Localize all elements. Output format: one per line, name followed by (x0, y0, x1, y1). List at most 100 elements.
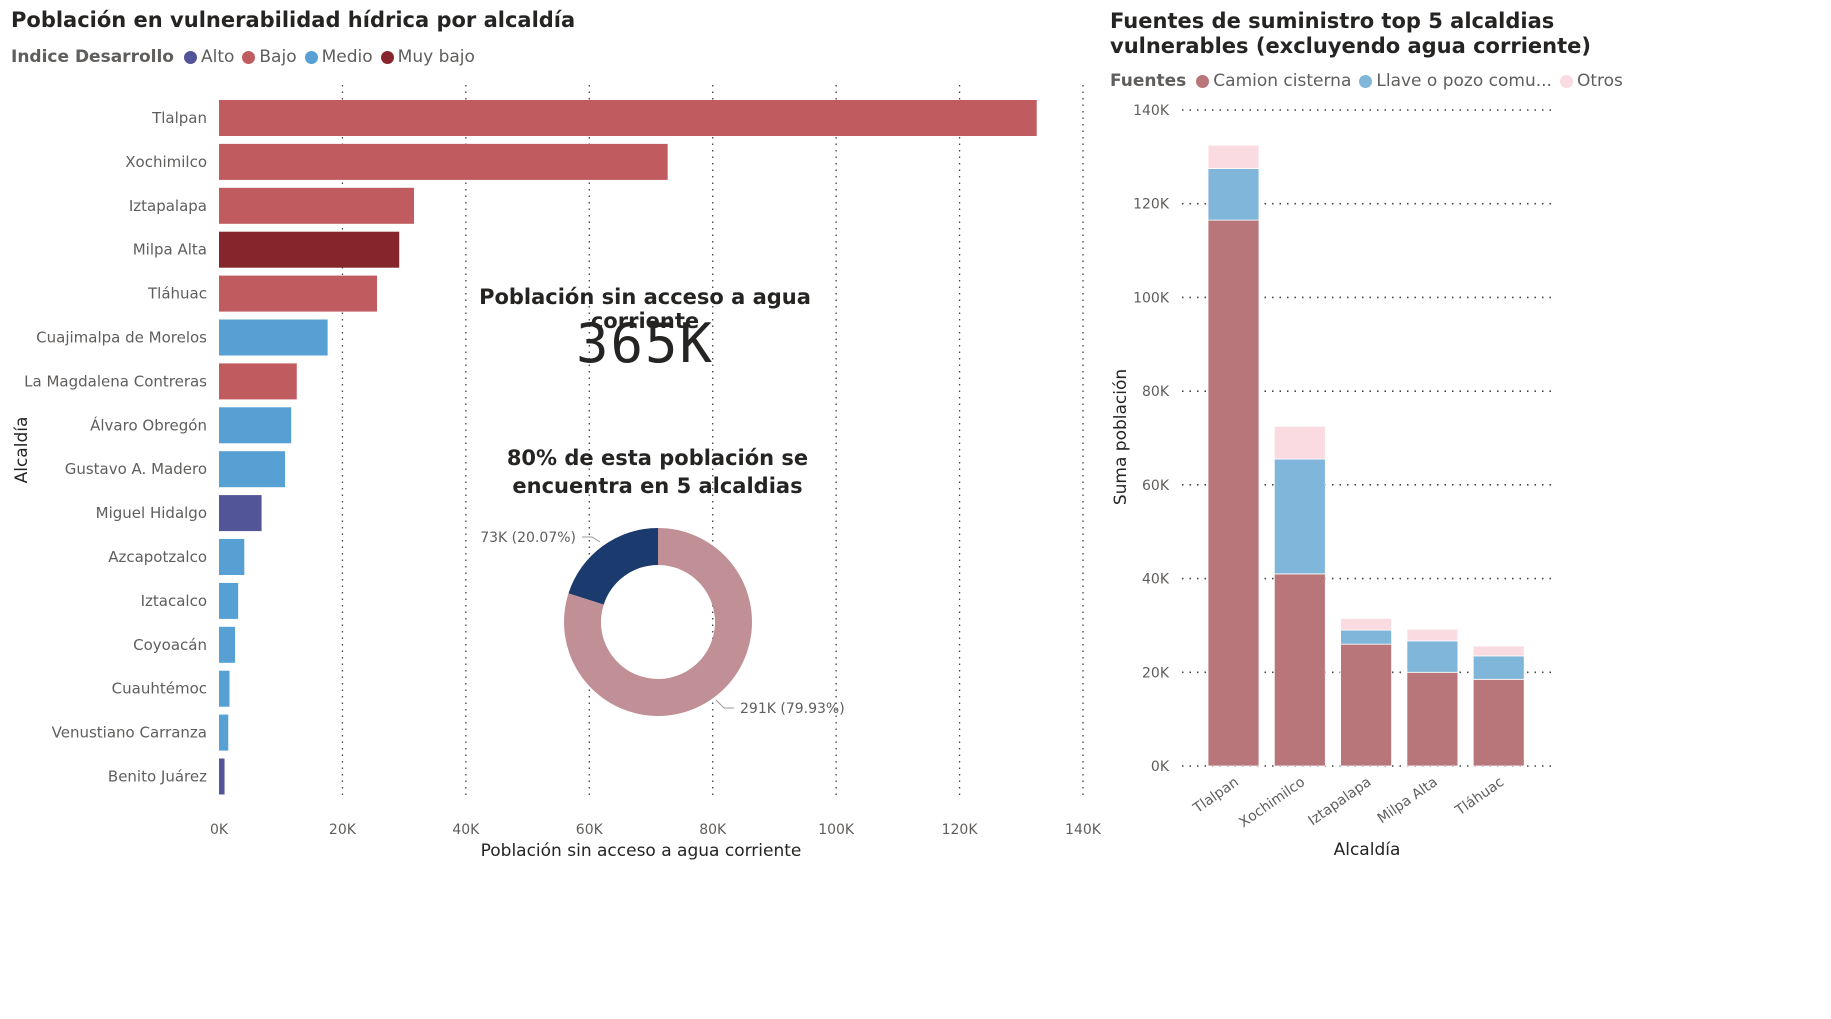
donut-chart: 73K (20.07%) 291K (79.93%) (480, 528, 845, 717)
stacked-segment[interactable] (1340, 618, 1393, 631)
bar[interactable] (219, 143, 668, 180)
bar-legend-label: Medio (321, 47, 373, 67)
category-label: Álvaro Obregón (90, 415, 207, 434)
bar-legend-item[interactable]: Muy bajo (380, 47, 475, 67)
category-label: Coyoacán (133, 636, 207, 654)
bar-legend-label: Bajo (259, 47, 297, 67)
legend-dot-icon (242, 50, 256, 64)
y-tick-label: 80K (1142, 384, 1170, 400)
bar[interactable] (219, 275, 377, 312)
category-label: Miguel Hidalgo (96, 504, 207, 522)
bar[interactable] (219, 714, 229, 751)
y-axis-title: Alcaldía (12, 417, 32, 484)
stack-legend-item[interactable]: Otros (1559, 71, 1623, 91)
x-tick-label: 140K (1065, 822, 1102, 838)
x-axis-title: Población sin acceso a agua corriente (481, 841, 802, 861)
y-tick-label: 40K (1142, 572, 1170, 588)
stack-legend-item[interactable]: Llave o pozo comu... (1359, 71, 1552, 91)
category-label: Iztapalapa (1305, 774, 1374, 829)
bar[interactable] (219, 539, 245, 575)
donut-title: 80% de esta población se encuentra en 5 … (506, 446, 809, 498)
bar[interactable] (219, 231, 400, 268)
stacked-segment[interactable] (1273, 458, 1326, 575)
category-label: Tlalpan (151, 109, 207, 127)
y-tick-label: 20K (1142, 665, 1170, 681)
bar[interactable] (219, 407, 292, 444)
y-tick-label: 100K (1133, 290, 1170, 306)
bar[interactable] (219, 758, 225, 795)
stacked-segment[interactable] (1472, 678, 1525, 767)
bar[interactable] (219, 451, 286, 488)
category-label: Benito Juárez (108, 768, 207, 786)
stacked-segment[interactable] (1273, 425, 1326, 460)
y-tick-label: 60K (1142, 478, 1170, 494)
y-tick-label: 120K (1133, 197, 1170, 213)
stacked-segment[interactable] (1340, 643, 1393, 767)
bar-chart-legend: Indice Desarrollo Alto Bajo Medio Muy bajo (11, 47, 483, 67)
stacked-chart: 0K 20K 40K 60K 80K 100K 120K 140K TlalpanXochimi… (1111, 103, 1555, 860)
bar-legend-title: Indice Desarrollo (11, 47, 174, 67)
x-tick-label: 80K (699, 822, 727, 838)
category-label: Iztapalapa (129, 197, 207, 215)
bar-legend-item[interactable]: Bajo (242, 47, 297, 67)
legend-dot-icon (380, 50, 394, 64)
category-label: Iztacalco (141, 592, 207, 610)
stack-chart-title-line1: Fuentes de suministro top 5 alcaldias (1110, 9, 1555, 33)
bar[interactable] (219, 187, 415, 224)
legend-dot-icon (1559, 74, 1573, 88)
stacked-segment[interactable] (1207, 168, 1260, 221)
bar[interactable] (219, 582, 239, 619)
x-tick-label: 20K (329, 822, 357, 838)
stacked-segment[interactable] (1472, 655, 1525, 680)
x-tick-label: 60K (576, 822, 604, 838)
bar-chart: 0K 20K 40K 60K 80K 100K 120K 140K Tlalpan Xochimi… (12, 85, 1102, 861)
bar[interactable] (219, 626, 236, 663)
category-label: Tlalpan (1190, 774, 1242, 817)
legend-dot-icon (1359, 74, 1373, 88)
x-axis-title: Alcaldía (1334, 840, 1401, 860)
y-tick-label: 140K (1133, 103, 1170, 119)
leader-line (715, 699, 734, 709)
bar[interactable] (219, 319, 328, 356)
donut-label: 291K (79.93%) (740, 701, 845, 717)
kpi-label: Población sin acceso a agua corriente (479, 285, 811, 333)
category-label: Tláhuac (1452, 774, 1507, 819)
bar[interactable] (219, 495, 262, 532)
category-label: La Magdalena Contreras (24, 372, 207, 390)
bar-legend-label: Alto (200, 47, 235, 67)
stacked-segment[interactable] (1273, 573, 1326, 767)
stacked-segment[interactable] (1406, 640, 1459, 673)
stacked-segment[interactable] (1207, 219, 1260, 767)
stack-legend-title: Fuentes (1110, 71, 1187, 91)
category-label: Xochimilco (125, 153, 207, 171)
bar-legend-item[interactable]: Medio (304, 47, 373, 67)
stacked-segment[interactable] (1406, 628, 1459, 642)
stacked-segment[interactable] (1207, 144, 1260, 169)
stack-legend-label: Camion cisterna (1213, 71, 1352, 91)
category-label: Venustiano Carranza (52, 724, 207, 742)
donut-slice[interactable] (568, 528, 658, 605)
category-label: Milpa Alta (1375, 774, 1441, 827)
donut-slice[interactable] (564, 528, 752, 716)
category-label: Azcapotzalco (108, 548, 207, 566)
category-label: Cuauhtémoc (112, 680, 207, 698)
y-tick-label: 0K (1151, 759, 1170, 775)
legend-dot-icon (304, 50, 318, 64)
stack-chart-title-line2: vulnerables (excluyendo agua corriente) (1110, 34, 1591, 58)
stacked-segment[interactable] (1340, 629, 1393, 645)
stack-chart-legend: Fuentes Camion cisterna Llave o pozo comu… (1110, 71, 1631, 91)
stack-legend-label: Otros (1576, 71, 1623, 91)
stacked-segment[interactable] (1472, 645, 1525, 657)
bar-legend-label: Muy bajo (397, 47, 475, 67)
legend-dot-icon (183, 50, 197, 64)
legend-dot-icon (1196, 74, 1210, 88)
bar-legend-item[interactable]: Alto (183, 47, 235, 67)
stacked-segment[interactable] (1406, 671, 1459, 767)
bar[interactable] (219, 100, 1037, 136)
x-tick-label: 120K (942, 822, 979, 838)
donut-label: 73K (20.07%) (480, 530, 576, 546)
stack-legend-item[interactable]: Camion cisterna (1196, 71, 1351, 91)
bar-legend-items: Alto Bajo Medio Muy bajo (183, 47, 483, 67)
bar[interactable] (219, 363, 297, 400)
bar[interactable] (219, 670, 230, 707)
